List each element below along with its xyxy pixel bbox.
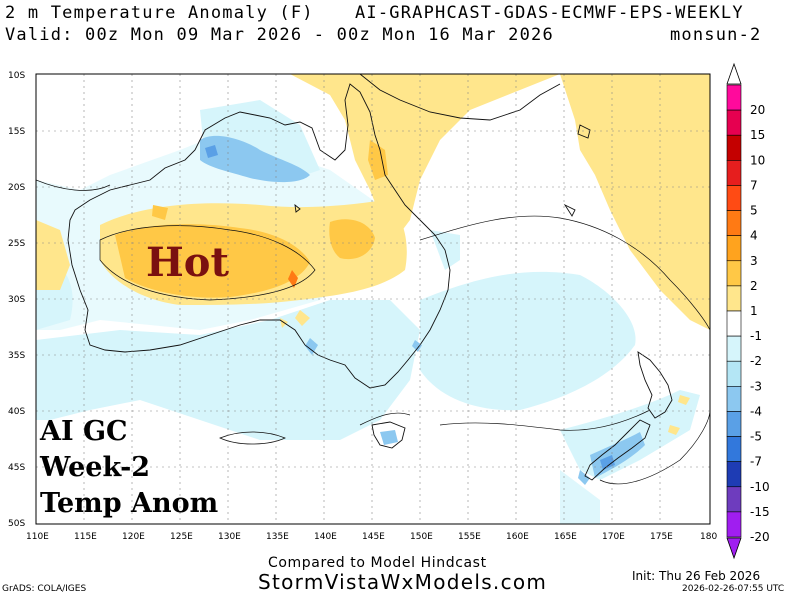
colorbar-label: 1 bbox=[750, 304, 758, 318]
lat-label: 25S bbox=[8, 239, 25, 249]
colorbar-label: 2 bbox=[750, 279, 758, 293]
colorbar-label: 10 bbox=[750, 153, 765, 167]
colorbar-bottom-arrow bbox=[726, 537, 742, 560]
anomaly-contours bbox=[36, 179, 710, 485]
colorbar-top-arrow bbox=[726, 62, 742, 85]
overlay-week-label: Week-2 bbox=[40, 452, 151, 483]
generated-timestamp: 2026-02-26-07:55 UTC bbox=[682, 584, 785, 594]
lon-label: 155E bbox=[458, 532, 481, 542]
hottest-spot bbox=[288, 270, 298, 288]
colorbar-label: -15 bbox=[750, 505, 770, 519]
colorbar-swatch bbox=[726, 335, 742, 362]
colorbar-label: -10 bbox=[750, 480, 770, 494]
hot-label: Hot bbox=[146, 239, 229, 286]
hindcast-note: Compared to Model Hindcast bbox=[268, 555, 487, 571]
overlay-product-label: Temp Anom bbox=[40, 488, 219, 519]
colorbar-swatch bbox=[726, 411, 742, 437]
colorbar-label: 20 bbox=[750, 103, 765, 117]
lon-label: 180 bbox=[700, 532, 717, 542]
lon-label: 175E bbox=[650, 532, 673, 542]
model-name: AI-GRAPHCAST-GDAS-ECMWF-EPS-WEEKLY bbox=[355, 3, 744, 23]
colorbar-swatch bbox=[726, 160, 742, 186]
hot-anomaly-regions bbox=[115, 140, 388, 298]
lon-label: 125E bbox=[170, 532, 193, 542]
lat-label: 30S bbox=[8, 295, 25, 305]
colorbar-label: -5 bbox=[750, 430, 762, 444]
latitude-axis: 10S 15S 20S 25S 30S 35S 40S 45S 50S bbox=[8, 71, 25, 529]
colorbar-swatch bbox=[726, 310, 742, 337]
colorbar-swatch bbox=[726, 486, 742, 513]
lat-label: 35S bbox=[8, 351, 25, 361]
lat-label: 20S bbox=[8, 183, 25, 193]
colorbar-label: 15 bbox=[750, 128, 765, 142]
colorbar-label: -2 bbox=[750, 354, 762, 368]
colorbar-label: -1 bbox=[750, 329, 762, 343]
lat-label: 15S bbox=[8, 127, 25, 137]
overlay-model-label: AI GC bbox=[40, 416, 128, 447]
colorbar-swatch bbox=[726, 109, 742, 136]
lon-label: 140E bbox=[314, 532, 337, 542]
init-time: Init: Thu 26 Feb 2026 bbox=[632, 569, 761, 583]
colorbar-swatch bbox=[726, 185, 742, 211]
colorbar-swatch bbox=[726, 260, 742, 287]
lon-label: 145E bbox=[362, 532, 385, 542]
very-cold-patches bbox=[205, 145, 615, 470]
lat-label: 10S bbox=[8, 71, 25, 81]
colorbar-label: 7 bbox=[750, 178, 758, 192]
valid-period: Valid: 00z Mon 09 Mar 2026 - 00z Mon 16 … bbox=[5, 25, 554, 45]
colorbar-swatch bbox=[726, 285, 742, 312]
colorbar-swatch bbox=[726, 235, 742, 262]
colorbar-swatch bbox=[726, 360, 742, 387]
lon-label: 160E bbox=[506, 532, 529, 542]
colorbar-label: 5 bbox=[750, 204, 758, 218]
lon-label: 170E bbox=[602, 532, 625, 542]
colorbar-swatch bbox=[726, 134, 742, 161]
graticule bbox=[36, 74, 710, 524]
lon-label: 130E bbox=[218, 532, 241, 542]
colorbar-swatch bbox=[726, 461, 742, 488]
lon-label: 165E bbox=[554, 532, 577, 542]
grads-credit: GrADS: COLA/IGES bbox=[2, 584, 87, 594]
coastlines bbox=[67, 74, 673, 481]
longitude-axis: 110E 115E 120E 125E 130E 135E 140E 145E … bbox=[26, 532, 717, 542]
lat-label: 50S bbox=[8, 519, 25, 529]
lon-label: 110E bbox=[26, 532, 49, 542]
map-title: 2 m Temperature Anomaly (F) bbox=[5, 3, 314, 23]
colorbar-swatch bbox=[726, 436, 742, 462]
colorbar-label: 4 bbox=[750, 229, 758, 243]
colorbar-swatch bbox=[726, 84, 742, 111]
colorbar-swatch bbox=[726, 210, 742, 236]
colorbar-label: -3 bbox=[750, 379, 762, 393]
lon-label: 120E bbox=[122, 532, 145, 542]
map-frame bbox=[35, 73, 711, 525]
lon-label: 150E bbox=[410, 532, 433, 542]
colorbar-label: -7 bbox=[750, 455, 762, 469]
lat-label: 45S bbox=[8, 463, 25, 473]
colorbar-swatch bbox=[726, 386, 742, 412]
lon-label: 135E bbox=[266, 532, 289, 542]
colorbar-label: -20 bbox=[750, 530, 770, 544]
lat-label: 40S bbox=[8, 407, 25, 417]
run-name: monsun-2 bbox=[670, 25, 762, 45]
colorbar-label: -4 bbox=[750, 404, 762, 418]
lon-label: 115E bbox=[74, 532, 97, 542]
colorbar-label: 3 bbox=[750, 254, 758, 268]
colorbar-legend: 20 15 10 7 5 4 3 2 1 -1 -2 -3 -4 -5 -7 -10 -15 -20 bbox=[726, 62, 770, 560]
website-label: StormVistaWxModels.com bbox=[258, 570, 548, 594]
colorbar-swatch bbox=[726, 511, 742, 538]
